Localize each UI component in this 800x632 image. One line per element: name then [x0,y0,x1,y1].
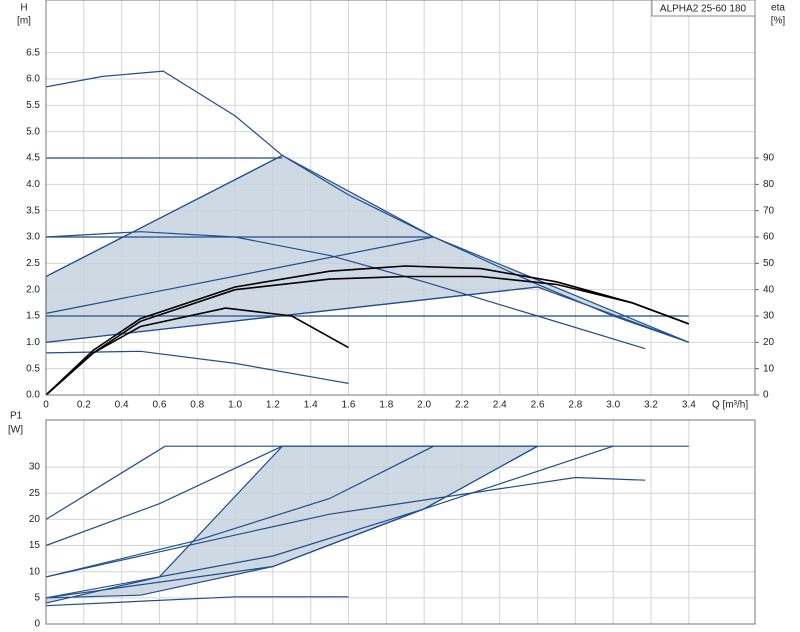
x-label: Q [m³/h] [712,400,748,411]
y-tick-label: 2.5 [26,258,40,269]
x-tick-label: 2.2 [455,400,469,411]
curve [45,70,689,343]
x-tick-label: 2.0 [417,400,431,411]
y2-tick-label: 50 [763,258,775,269]
y2-tick-label: 70 [763,205,775,216]
y2-tick-label: 0 [763,390,769,401]
plot-frame [45,419,756,625]
y2-tick-label: 30 [763,311,775,322]
x-tick-label: 2.8 [568,400,582,411]
y2-tick-label: 10 [763,363,775,374]
x-tick-label: 1.8 [379,400,393,411]
plot-frame [45,0,756,396]
y-tick-label: 5 [34,592,40,603]
curve [45,265,690,396]
x-tick-label: 0.8 [190,400,204,411]
curve [45,154,283,278]
y-tick-label: 0.5 [26,363,40,374]
y-tick-label: 3.5 [26,205,40,216]
y-unit: [W] [8,425,23,436]
curve [45,445,614,599]
y-tick-label: 5.0 [26,126,40,137]
curve [45,445,434,578]
y2-tick-label: 90 [763,153,775,164]
y-tick-label: 0.0 [26,390,40,401]
x-tick-label: 1.4 [304,400,318,411]
y-tick-label: 6.0 [26,74,40,85]
curve [45,476,646,578]
region [45,445,538,604]
x-tick-label: 3.4 [682,400,696,411]
y-tick-label: 30 [29,462,41,473]
y-tick-label: 1.0 [26,337,40,348]
y-tick-label: 6.5 [26,47,40,58]
x-tick-label: 0.2 [77,400,91,411]
curve [45,445,689,520]
x-tick-label: 2.4 [493,400,507,411]
title-box [651,0,756,17]
grid: 0.0 0.5 1.0 1.5 2.0 2.5 3.0 3.5 4.0 4.5 5.0 5.5 6.0 6… [26,0,775,411]
y-tick-label: 4.0 [26,179,40,190]
curve [45,231,646,350]
y-unit: [m] [17,16,31,27]
x-tick-label: 3.2 [644,400,658,411]
y-tick-label: 2.0 [26,284,40,295]
y-tick-label: 25 [29,488,41,499]
y2-tick-label: 20 [763,337,775,348]
y2-tick-label: 60 [763,232,775,243]
y-tick-label: 1.5 [26,311,40,322]
curve [45,307,349,396]
y2-tick-label: 40 [763,284,775,295]
y-tick-label: 4.5 [26,153,40,164]
curve [45,275,690,396]
plots: 0.0 0.5 1.0 1.5 2.0 2.5 3.0 3.5 4.0 4.5 5.0 5.5 6.0 6… [26,0,775,630]
y-label: H [20,3,27,14]
y-label: P1 [10,411,23,422]
y-tick-label: 0 [34,619,40,630]
x-tick-label: 0 [43,400,49,411]
y-tick-label: 20 [29,514,41,525]
region [45,154,690,343]
x-tick-label: 3.0 [606,400,620,411]
curve [45,445,283,547]
y2-tick-label: 80 [763,179,775,190]
curve [45,445,538,599]
y-tick-label: 10 [29,566,41,577]
y-tick-label: 5.5 [26,100,40,111]
curve [45,596,349,607]
x-tick-label: 0.6 [152,400,166,411]
x-tick-label: 1.0 [228,400,242,411]
x-tick-label: 2.6 [531,400,545,411]
x-tick-label: 1.6 [342,400,356,411]
y2-unit: [%] [771,16,786,27]
x-tick-label: 1.2 [266,400,280,411]
curve [45,236,434,314]
x-tick-label: 0.4 [115,400,129,411]
chart-title: ALPHA2 25-60 180 [660,4,747,15]
y2-label: eta [771,3,785,14]
y-tick-label: 15 [29,540,41,551]
y-tick-label: 3.0 [26,232,40,243]
